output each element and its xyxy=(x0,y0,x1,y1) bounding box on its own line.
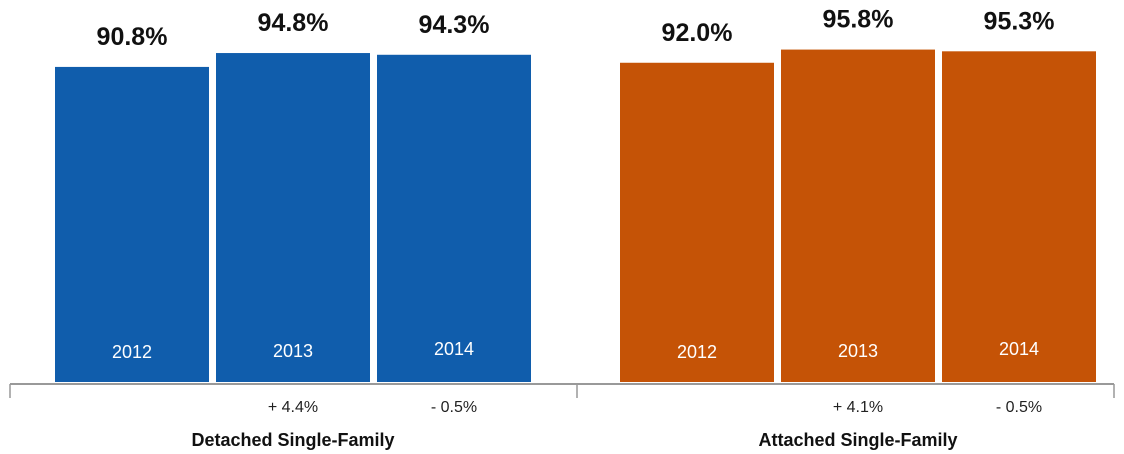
bar-1-2012 xyxy=(55,66,209,382)
bar-2-2014 xyxy=(942,51,1096,383)
change-label: - 0.5% xyxy=(996,399,1042,416)
bar-1-2013 xyxy=(216,53,370,382)
value-label: 95.3% xyxy=(984,7,1055,35)
year-label: 2013 xyxy=(273,341,313,361)
change-label: - 0.5% xyxy=(431,399,477,416)
year-label: 2012 xyxy=(677,342,717,362)
year-label: 2013 xyxy=(838,341,878,361)
bar-2-2013 xyxy=(781,49,935,382)
change-label: + 4.4% xyxy=(268,399,318,416)
value-label: 92.0% xyxy=(662,19,733,47)
value-label: 94.3% xyxy=(419,11,490,39)
bar-2-2012 xyxy=(620,62,774,382)
change-label: + 4.1% xyxy=(833,399,883,416)
year-label: 2014 xyxy=(434,339,474,359)
bar-1-2014 xyxy=(377,54,531,383)
group-label: Detached Single-Family xyxy=(191,430,394,450)
group-label: Attached Single-Family xyxy=(758,430,957,450)
year-label: 2014 xyxy=(999,339,1039,359)
value-label: 90.8% xyxy=(97,23,168,51)
year-label: 2012 xyxy=(112,342,152,362)
value-label: 95.8% xyxy=(823,6,894,34)
value-label: 94.8% xyxy=(258,9,329,37)
